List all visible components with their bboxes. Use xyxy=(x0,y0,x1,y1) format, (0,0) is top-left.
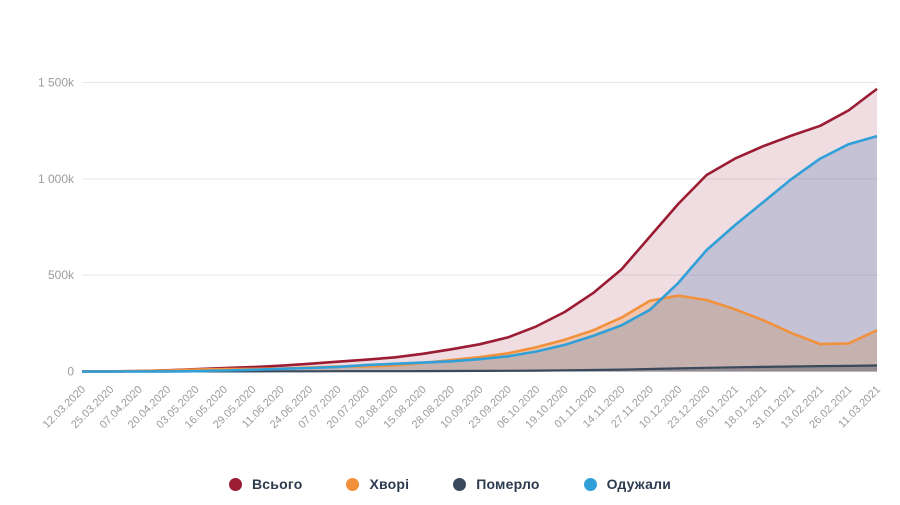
y-tick-label: 500k xyxy=(48,268,75,282)
legend-label: Померло xyxy=(476,476,540,492)
legend-dot-recovered xyxy=(583,477,597,491)
legend-item-sick[interactable]: Хворі xyxy=(346,476,409,492)
series-line-sick xyxy=(82,294,878,373)
series-line-recovered xyxy=(82,134,878,373)
legend-item-died[interactable]: Померло xyxy=(453,476,539,492)
y-tick-label: 1 500k xyxy=(38,76,75,90)
y-tick-label: 1 000k xyxy=(38,172,75,186)
legend-dot-total xyxy=(229,477,242,491)
legend-label: Одужали xyxy=(606,476,671,492)
chart-legend: Всього Хворі Померло Одужали xyxy=(0,468,900,500)
legend-label: Всього xyxy=(252,476,303,492)
legend-label: Хворі xyxy=(369,476,410,492)
series-area-sick xyxy=(82,295,877,372)
y-tick-label: 0 xyxy=(67,365,74,379)
legend-item-total[interactable]: Всього xyxy=(229,476,302,492)
legend-dot-sick xyxy=(346,477,360,491)
series-area-recovered xyxy=(82,136,877,372)
series-area-total xyxy=(82,88,877,372)
legend-dot-died xyxy=(453,477,467,491)
legend-item-recovered[interactable]: Одужали xyxy=(583,476,671,492)
series-area-died xyxy=(82,365,877,372)
